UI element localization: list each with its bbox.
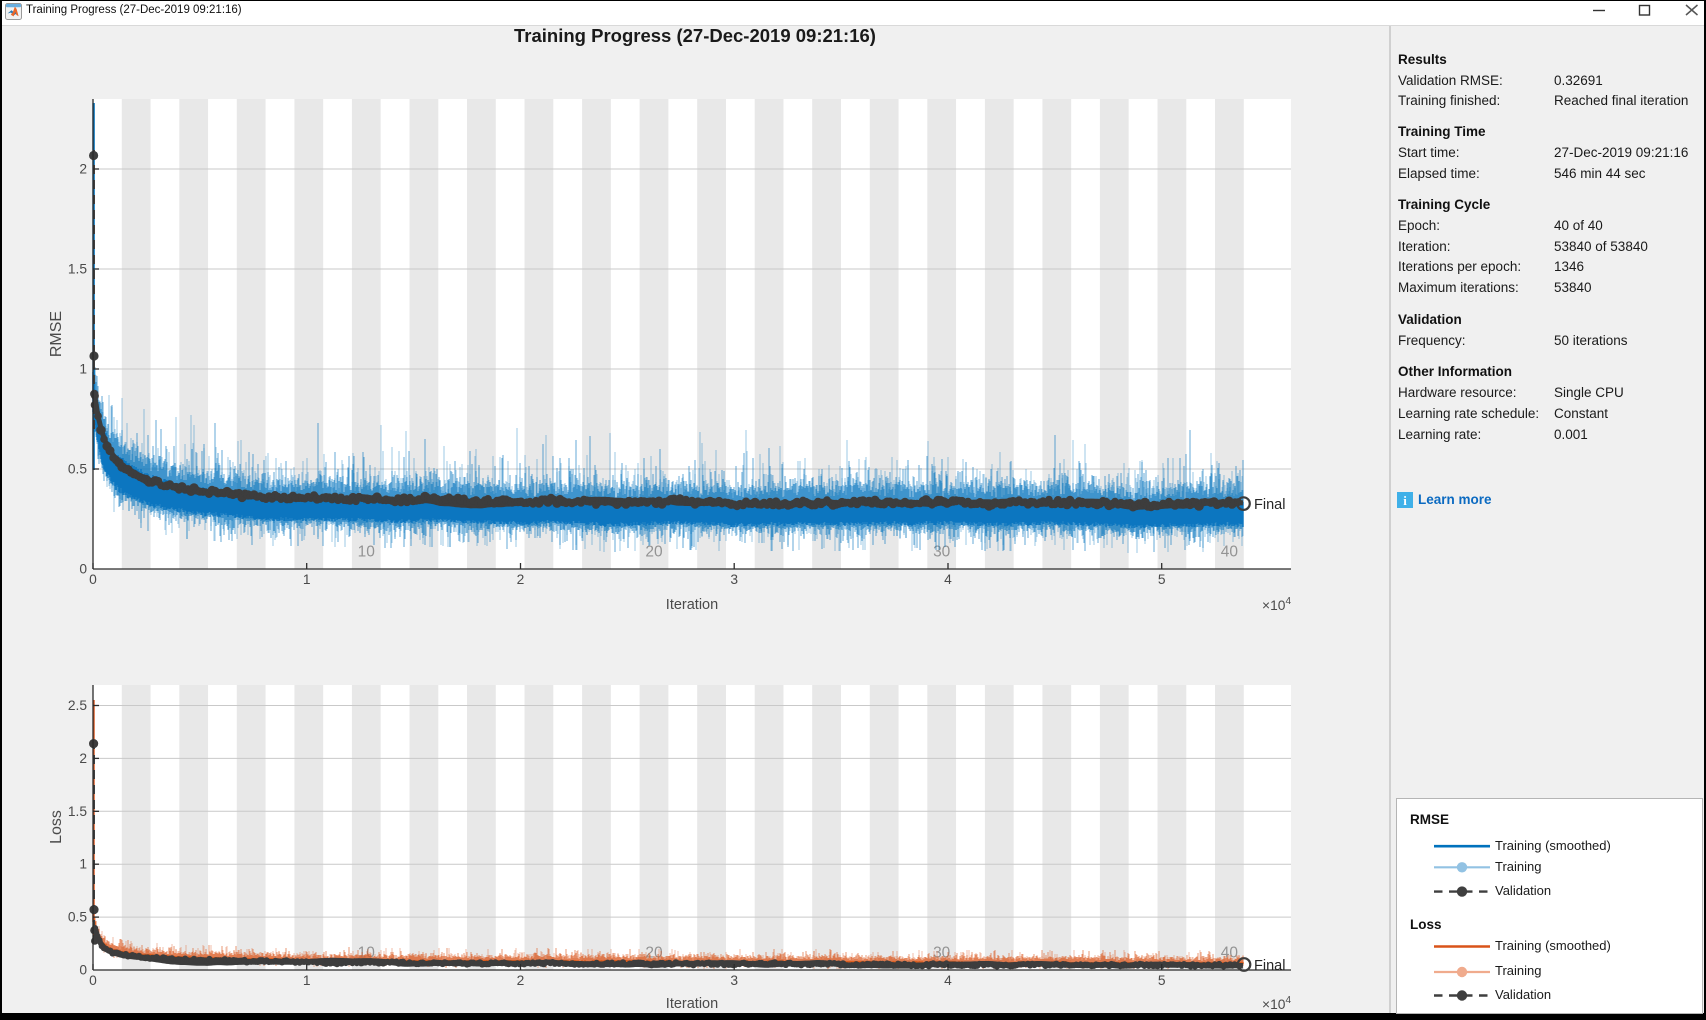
svg-text:Final: Final [1254, 497, 1285, 513]
svg-text:0: 0 [79, 963, 87, 978]
svg-text:3: 3 [730, 973, 738, 988]
svg-text:1: 1 [79, 857, 87, 872]
svg-text:4: 4 [944, 973, 952, 988]
svg-text:Final: Final [1254, 958, 1285, 974]
svg-text:Loss: Loss [48, 810, 65, 844]
svg-text:2: 2 [79, 751, 87, 766]
svg-text:4: 4 [944, 572, 952, 587]
svg-text:0.5: 0.5 [68, 462, 88, 477]
svg-text:30: 30 [933, 544, 951, 561]
svg-text:20: 20 [645, 544, 663, 561]
svg-text:0: 0 [89, 973, 97, 988]
svg-text:2: 2 [517, 973, 525, 988]
svg-text:×104: ×104 [1262, 596, 1291, 613]
svg-text:RMSE: RMSE [48, 311, 65, 357]
svg-text:10: 10 [358, 544, 376, 561]
svg-text:1.5: 1.5 [68, 804, 88, 819]
svg-text:0: 0 [79, 562, 87, 577]
svg-text:1: 1 [79, 362, 87, 377]
svg-text:40: 40 [1221, 544, 1239, 561]
svg-text:5: 5 [1158, 572, 1166, 587]
svg-text:3: 3 [730, 572, 738, 587]
svg-text:2.5: 2.5 [68, 698, 88, 713]
svg-text:Iteration: Iteration [666, 996, 718, 1012]
svg-text:2: 2 [517, 572, 525, 587]
svg-text:0.5: 0.5 [68, 910, 88, 925]
svg-text:×104: ×104 [1262, 995, 1291, 1012]
svg-text:0: 0 [89, 572, 97, 587]
svg-text:2: 2 [79, 162, 87, 177]
svg-text:1: 1 [303, 572, 311, 587]
svg-text:i: i [1403, 493, 1407, 508]
svg-text:1: 1 [303, 973, 311, 988]
svg-text:5: 5 [1158, 973, 1166, 988]
svg-text:1.5: 1.5 [68, 262, 88, 277]
svg-text:Iteration: Iteration [666, 597, 718, 613]
